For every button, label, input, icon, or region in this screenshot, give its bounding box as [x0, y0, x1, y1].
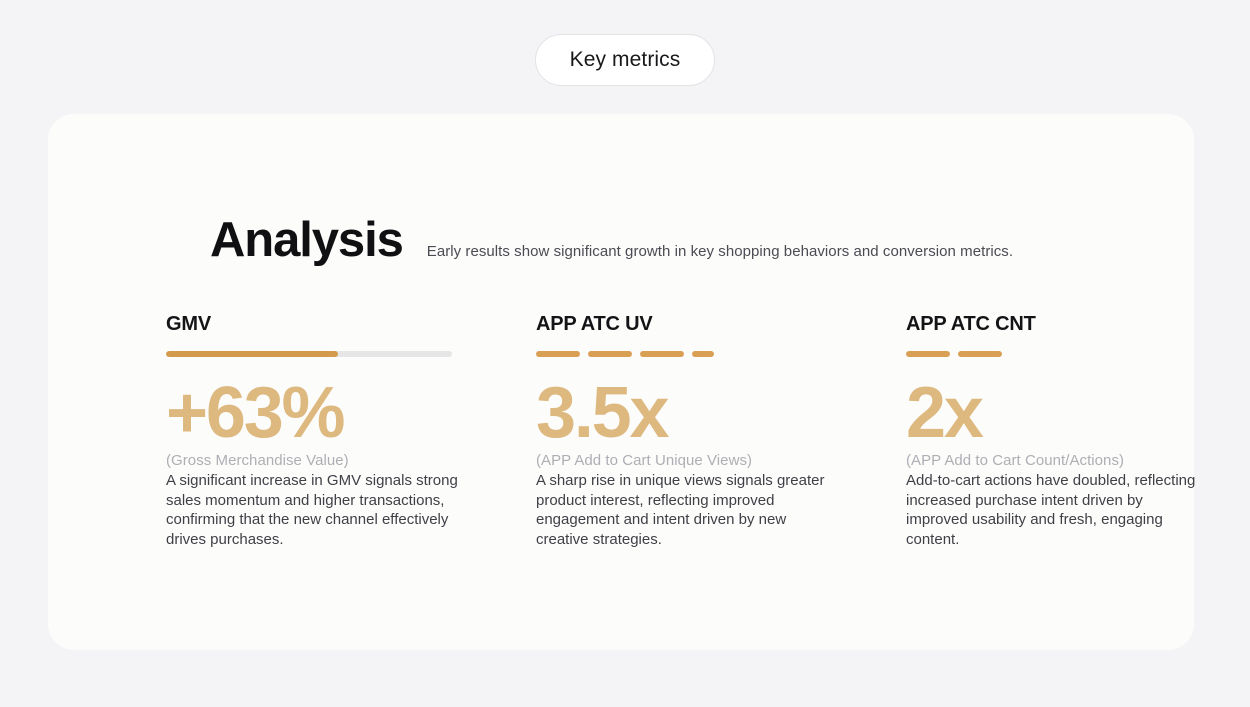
metric-segment-bar	[906, 351, 1250, 357]
metric-label: APP ATC UV	[536, 313, 653, 335]
metric-sublabel: (Gross Merchandise Value)	[166, 452, 349, 470]
metric-segment	[692, 351, 714, 357]
metric-card: APP ATC UV 3.5x (APP Add to Cart Unique Vi…	[536, 314, 906, 549]
page-subtitle: Early results show significant growth in…	[426, 243, 1014, 260]
metric-segment	[536, 351, 580, 357]
metric-sublabel: (APP Add to Cart Count/Actions)	[906, 452, 1125, 470]
metric-label: GMV	[166, 313, 211, 335]
analysis-card: Analysis Early results show significant …	[48, 114, 1195, 650]
metric-segment	[640, 351, 684, 357]
metric-card: APP ATC CNT 2x (APP Add to Cart Count/Acti…	[906, 314, 1250, 549]
metric-card: GMV +63% (Gross Merchandise Value) A signif…	[166, 314, 536, 549]
page-title: Analysis	[210, 213, 404, 267]
metric-segment	[906, 351, 950, 357]
metric-segment-bar	[536, 351, 906, 357]
metric-progress-fill	[166, 351, 338, 357]
metrics-row: GMV +63% (Gross Merchandise Value) A signif…	[166, 314, 1195, 549]
metric-description: Add-to-cart actions have doubled, reflec…	[906, 472, 1196, 548]
metric-segment	[588, 351, 632, 357]
metric-label: APP ATC CNT	[906, 313, 1036, 335]
metric-value: 3.5x	[536, 373, 670, 453]
metric-value: +63%	[166, 373, 346, 453]
key-metrics-pill[interactable]: Key metrics	[534, 34, 716, 86]
metric-progress-bar	[166, 351, 452, 357]
metric-value: 2x	[906, 373, 984, 453]
metric-segment	[958, 351, 1002, 357]
metric-description: A sharp rise in unique views signals gre…	[536, 472, 825, 548]
metric-sublabel: (APP Add to Cart Unique Views)	[536, 452, 753, 470]
metric-description: A significant increase in GMV signals st…	[166, 472, 458, 548]
card-header: Analysis Early results show significant …	[210, 216, 1013, 265]
key-metrics-pill-container: Key metrics	[0, 34, 1250, 86]
